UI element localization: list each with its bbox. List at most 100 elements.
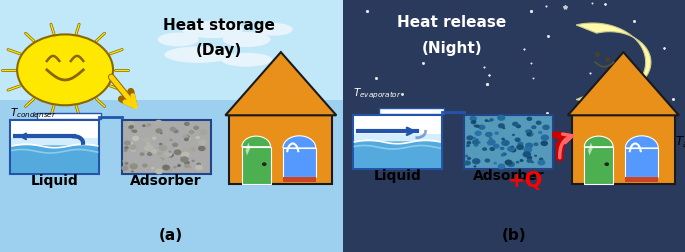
Circle shape	[191, 148, 196, 152]
Circle shape	[473, 143, 479, 147]
Circle shape	[497, 164, 506, 170]
Circle shape	[538, 160, 545, 166]
Circle shape	[184, 138, 189, 142]
Circle shape	[172, 143, 178, 147]
Circle shape	[466, 145, 470, 147]
Bar	[283, 177, 316, 182]
Circle shape	[525, 143, 533, 149]
Circle shape	[184, 137, 191, 142]
Wedge shape	[584, 137, 613, 147]
Circle shape	[514, 138, 521, 142]
Polygon shape	[568, 53, 679, 116]
Bar	[353, 142, 441, 168]
Circle shape	[501, 140, 510, 146]
Ellipse shape	[164, 47, 233, 64]
Circle shape	[497, 115, 506, 121]
Circle shape	[482, 148, 487, 151]
Bar	[283, 148, 316, 177]
Polygon shape	[229, 116, 332, 184]
Circle shape	[532, 127, 536, 130]
Circle shape	[193, 126, 199, 131]
Circle shape	[160, 158, 164, 161]
Circle shape	[478, 125, 486, 130]
Circle shape	[198, 146, 205, 152]
Circle shape	[510, 148, 516, 153]
Circle shape	[526, 133, 532, 137]
Circle shape	[516, 145, 524, 150]
Circle shape	[486, 133, 493, 137]
Circle shape	[512, 134, 515, 137]
Circle shape	[169, 139, 173, 142]
Ellipse shape	[221, 53, 273, 68]
Polygon shape	[588, 143, 593, 156]
Circle shape	[175, 147, 181, 152]
Circle shape	[147, 152, 153, 156]
Bar	[242, 147, 271, 184]
Text: $T_{evaporator}$: $T_{evaporator}$	[353, 86, 401, 101]
Circle shape	[173, 166, 177, 169]
Circle shape	[140, 153, 145, 156]
Circle shape	[180, 157, 188, 163]
Circle shape	[532, 126, 536, 130]
Circle shape	[183, 148, 190, 154]
Bar	[584, 147, 613, 184]
Circle shape	[17, 35, 113, 106]
Circle shape	[164, 151, 173, 157]
Circle shape	[489, 119, 494, 122]
Circle shape	[127, 121, 134, 127]
Circle shape	[123, 150, 127, 152]
Bar	[464, 116, 553, 169]
Circle shape	[534, 143, 538, 147]
Circle shape	[487, 141, 494, 146]
Circle shape	[527, 159, 532, 163]
Polygon shape	[572, 116, 675, 184]
Circle shape	[527, 156, 532, 160]
Circle shape	[158, 159, 162, 162]
Circle shape	[124, 141, 131, 146]
Circle shape	[159, 145, 167, 151]
Circle shape	[501, 138, 505, 141]
Bar	[11, 146, 99, 173]
Circle shape	[262, 163, 266, 166]
Ellipse shape	[158, 33, 199, 47]
Circle shape	[464, 161, 471, 166]
Circle shape	[489, 147, 495, 151]
Text: (Day): (Day)	[196, 43, 242, 58]
Circle shape	[472, 121, 476, 124]
Circle shape	[144, 138, 150, 142]
Circle shape	[162, 165, 170, 171]
Circle shape	[195, 165, 203, 171]
Circle shape	[169, 151, 171, 153]
Circle shape	[516, 161, 519, 164]
Text: Liquid: Liquid	[373, 168, 421, 182]
Circle shape	[469, 116, 477, 122]
Circle shape	[146, 143, 150, 145]
Circle shape	[142, 137, 150, 143]
Circle shape	[155, 120, 163, 127]
Circle shape	[164, 167, 173, 173]
Wedge shape	[283, 136, 316, 148]
Circle shape	[472, 137, 476, 140]
Text: Adsorber: Adsorber	[473, 168, 545, 182]
Circle shape	[523, 147, 532, 153]
Text: Heat release: Heat release	[397, 15, 507, 30]
Circle shape	[472, 140, 479, 145]
Ellipse shape	[223, 33, 271, 48]
Circle shape	[495, 132, 499, 135]
Circle shape	[142, 164, 148, 168]
Text: $T_{condenser}$: $T_{condenser}$	[10, 106, 57, 120]
Circle shape	[132, 130, 135, 133]
Circle shape	[129, 126, 134, 129]
Text: $T_{ads}$: $T_{ads}$	[675, 134, 685, 149]
Circle shape	[159, 143, 162, 146]
Circle shape	[184, 122, 190, 127]
Circle shape	[132, 136, 139, 141]
Circle shape	[503, 128, 506, 130]
Circle shape	[484, 159, 490, 163]
Circle shape	[145, 145, 153, 151]
Circle shape	[131, 148, 136, 152]
Circle shape	[536, 121, 542, 125]
Circle shape	[198, 140, 207, 146]
Circle shape	[181, 152, 190, 159]
Circle shape	[465, 155, 469, 158]
